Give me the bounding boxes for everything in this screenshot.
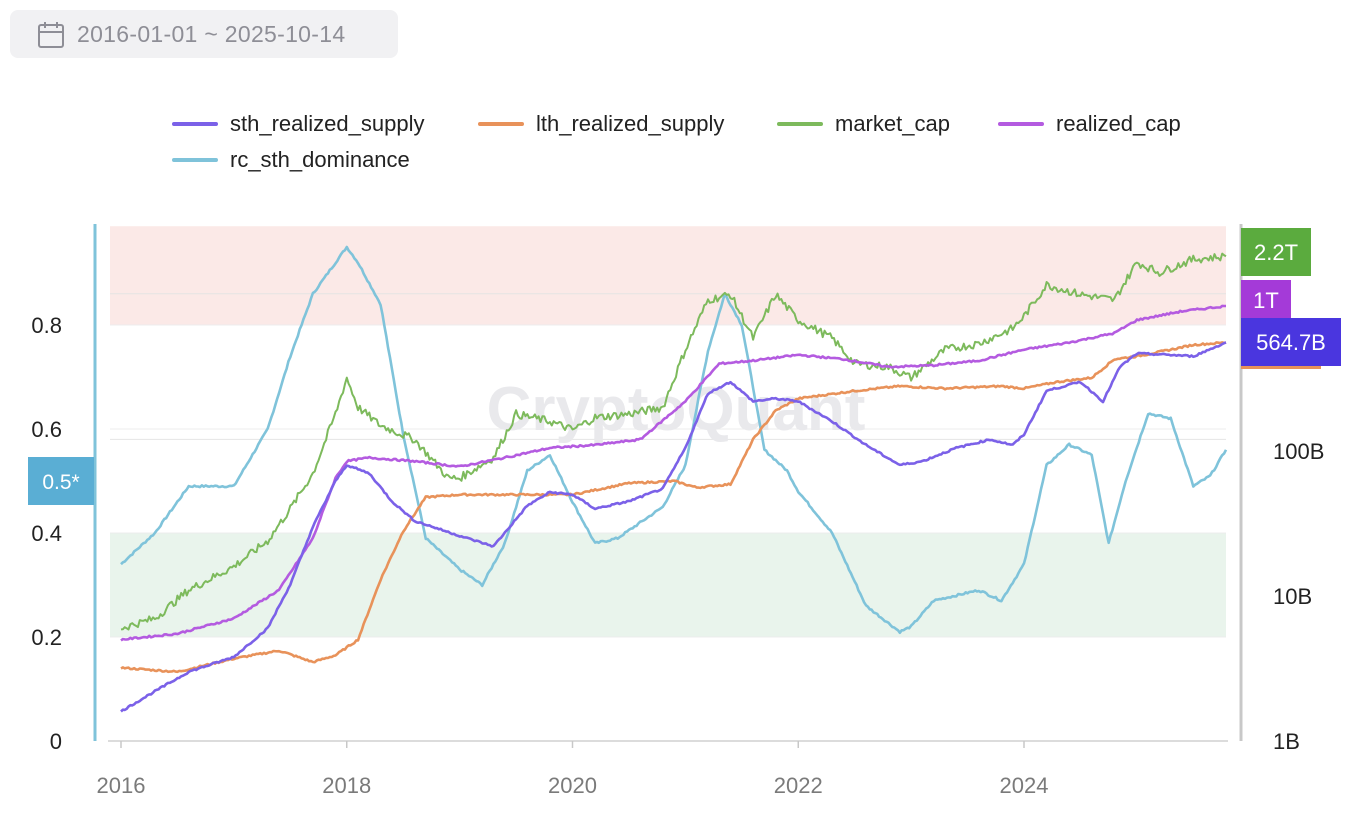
series-line-dom (120, 245, 1228, 635)
legend-swatch-rc (998, 122, 1044, 126)
legend-item-lth[interactable]: lth_realized_supply (478, 110, 724, 138)
legend-item-dom[interactable]: rc_sth_dominance (172, 146, 410, 174)
legend-item-rc[interactable]: realized_cap (998, 110, 1181, 138)
x-tick-label: 2024 (1000, 773, 1049, 798)
calendar-icon (38, 22, 64, 48)
legend-label-sth: sth_realized_supply (230, 111, 425, 136)
left-value-badge (28, 457, 94, 505)
x-tick-label: 2022 (774, 773, 823, 798)
legend-label-rc: realized_cap (1056, 111, 1181, 136)
right-value-badge-text: 2.2T (1254, 240, 1298, 265)
x-tick-label: 2016 (97, 773, 146, 798)
band-0 (110, 226, 1226, 325)
series-line-sth (120, 341, 1227, 713)
left-tick-label: 0.8 (31, 313, 62, 338)
date-range-label: 2016-01-01 ~ 2025-10-14 (77, 21, 346, 47)
lth-marker (1241, 366, 1321, 369)
right-tick-label: 1B (1273, 729, 1300, 754)
left-tick-label: 0 (50, 729, 62, 754)
series-line-mc (120, 252, 1227, 631)
right-value-badge (1241, 318, 1341, 366)
legend-item-sth[interactable]: sth_realized_supply (172, 110, 424, 138)
legend-swatch-lth (478, 122, 524, 126)
left-tick-label: 0.6 (31, 417, 62, 442)
legend-swatch-sth (172, 122, 218, 126)
series-line-lth (120, 341, 1227, 674)
legend-swatch-mc (777, 122, 823, 126)
left-tick-label: 0.4 (31, 521, 62, 546)
right-tick-label: 100B (1273, 439, 1324, 464)
right-value-badge (1241, 280, 1291, 320)
legend-item-mc[interactable]: market_cap (777, 110, 950, 138)
left-value-badge-text: 0.5* (42, 471, 79, 494)
legend-swatch-dom (172, 158, 218, 162)
date-range-picker[interactable]: 2016-01-01 ~ 2025-10-14 (10, 10, 398, 58)
right-value-badge-text: 1T (1253, 288, 1279, 313)
right-value-badge-text: 564.7B (1256, 330, 1326, 355)
x-tick-label: 2020 (548, 773, 597, 798)
right-tick-label: 10B (1273, 584, 1312, 609)
x-tick-label: 2018 (322, 773, 371, 798)
legend-label-dom: rc_sth_dominance (230, 147, 410, 172)
legend-label-lth: lth_realized_supply (536, 111, 725, 136)
left-tick-label: 0.2 (31, 625, 62, 650)
band-1 (110, 533, 1226, 637)
series-line-rc (120, 304, 1226, 642)
legend-label-mc: market_cap (835, 111, 950, 136)
right-value-badge (1241, 228, 1311, 276)
